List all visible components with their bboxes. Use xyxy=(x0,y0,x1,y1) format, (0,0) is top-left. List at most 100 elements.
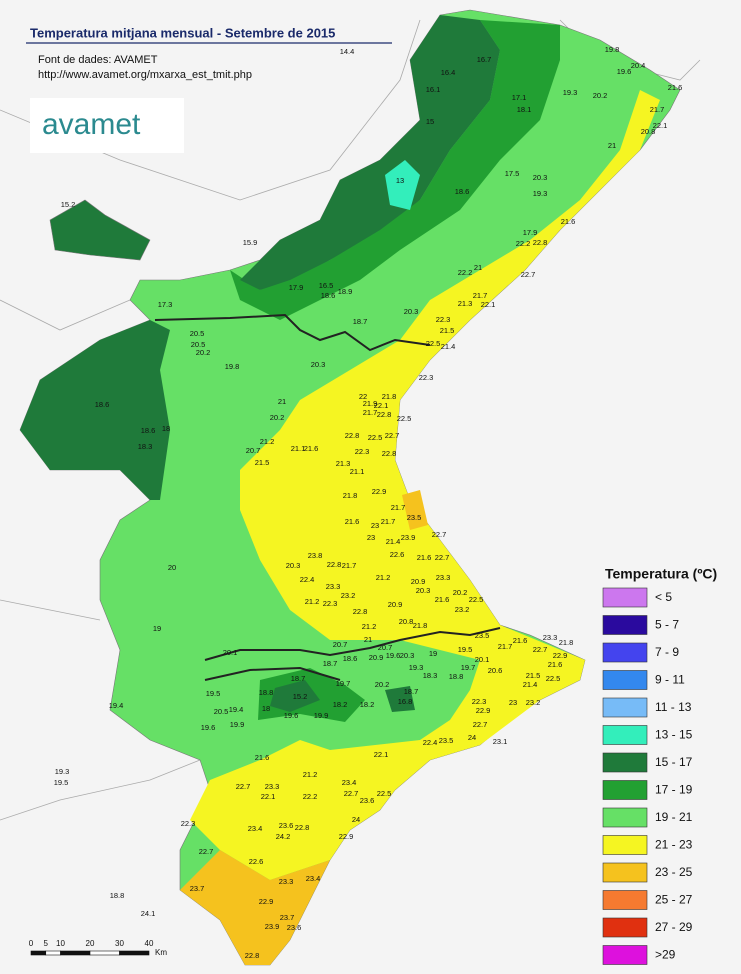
legend-label: 5 - 7 xyxy=(655,618,679,632)
station-value: 20.1 xyxy=(475,655,490,664)
station-value: 20.5 xyxy=(214,707,229,716)
province-borders xyxy=(154,313,501,681)
legend-label: 13 - 15 xyxy=(655,728,693,742)
legend-swatch xyxy=(602,587,648,608)
station-value: 21.2 xyxy=(376,573,391,582)
station-value: 22.3 xyxy=(323,599,338,608)
station-value: 21.6 xyxy=(561,217,576,226)
station-value: 22.5 xyxy=(368,433,383,442)
station-value: 22.9 xyxy=(372,487,387,496)
station-value: 23.3 xyxy=(279,877,294,886)
legend-label: 19 - 21 xyxy=(655,810,693,824)
station-value: 19.7 xyxy=(336,679,351,688)
station-value: 21.6 xyxy=(417,553,432,562)
station-value: 20.2 xyxy=(375,680,390,689)
station-value: 23.8 xyxy=(308,551,323,560)
scale-label: 10 xyxy=(56,939,65,948)
station-value: 21.5 xyxy=(526,671,541,680)
station-value: 22.1 xyxy=(261,792,276,801)
station-value: 23.3 xyxy=(436,573,451,582)
station-value: 21.2 xyxy=(362,622,377,631)
station-value: 19.8 xyxy=(605,45,620,54)
station-value: 21.7 xyxy=(650,105,665,114)
station-value: 18.2 xyxy=(360,700,375,709)
station-value: 22.8 xyxy=(382,449,397,458)
station-value: 20.3 xyxy=(400,651,415,660)
station-value: 19.3 xyxy=(563,88,578,97)
station-value: 22.9 xyxy=(259,897,274,906)
station-value: 21.6 xyxy=(548,660,563,669)
station-value: 22.3 xyxy=(181,819,196,828)
scale-segment xyxy=(89,950,120,956)
station-value: 20.3 xyxy=(286,561,301,570)
station-value: 19.6 xyxy=(201,723,216,732)
station-value: 18.3 xyxy=(423,671,438,680)
station-value: 20.3 xyxy=(311,360,326,369)
station-value: 23.2 xyxy=(455,605,470,614)
station-value: 22.2 xyxy=(516,239,531,248)
station-value: 20.2 xyxy=(593,91,608,100)
station-value: 22.8 xyxy=(345,431,360,440)
station-value: 18.2 xyxy=(333,700,348,709)
station-value: 18.1 xyxy=(517,105,532,114)
station-value: 22.8 xyxy=(377,410,392,419)
station-value: 22.8 xyxy=(327,560,342,569)
station-value: 18.8 xyxy=(449,672,464,681)
station-value: 18.6 xyxy=(95,400,110,409)
legend-label: 25 - 27 xyxy=(655,893,693,907)
station-value: 23.3 xyxy=(265,782,280,791)
station-value: 21.6 xyxy=(255,753,270,762)
legend: < 5 5 - 7 7 - 9 9 - 11 11 - 13 13 - 15 15 - 17… xyxy=(602,587,693,965)
station-value: 22.7 xyxy=(385,431,400,440)
station-value: 21.4 xyxy=(441,342,456,351)
station-value: 20.5 xyxy=(191,340,206,349)
station-value: 20.2 xyxy=(196,348,211,357)
station-value: 23.6 xyxy=(360,796,375,805)
station-value: 23.3 xyxy=(326,582,341,591)
station-value: 22.9 xyxy=(339,832,354,841)
station-value: 23.2 xyxy=(341,591,356,600)
legend-swatch xyxy=(602,862,648,883)
station-value: 22.5 xyxy=(397,414,412,423)
scale-label: 5 xyxy=(44,939,49,948)
legend-label: 23 - 25 xyxy=(655,865,693,879)
legend-swatch xyxy=(602,835,648,855)
legend-swatch xyxy=(602,945,648,965)
station-value: 21.7 xyxy=(363,408,378,417)
scale-label: 40 xyxy=(145,939,154,948)
title: Temperatura mitjana mensual - Setembre d… xyxy=(30,25,335,40)
station-value: 15 xyxy=(426,117,434,126)
legend-swatch xyxy=(602,725,648,745)
station-value: 20.8 xyxy=(641,127,656,136)
station-value: 21.2 xyxy=(260,437,275,446)
station-value: 23.4 xyxy=(342,778,357,787)
station-value: 22.7 xyxy=(521,270,536,279)
station-value: 23.9 xyxy=(265,922,280,931)
station-value: 22.6 xyxy=(249,857,264,866)
legend-label: 17 - 19 xyxy=(655,783,693,797)
station-value: 21 xyxy=(364,635,372,644)
station-value: 19.3 xyxy=(55,767,70,776)
station-value: 18.9 xyxy=(338,287,353,296)
station-value: 22.8 xyxy=(245,951,260,960)
logo: avamet xyxy=(42,108,141,141)
station-value: 17.9 xyxy=(523,228,538,237)
station-value: 21.8 xyxy=(559,638,574,647)
station-value: 21.2 xyxy=(305,597,320,606)
station-value: 22.7 xyxy=(236,782,251,791)
station-value: 19.9 xyxy=(314,711,329,720)
station-value: 16.8 xyxy=(398,697,413,706)
station-value: 22.3 xyxy=(472,697,487,706)
station-value: 20.7 xyxy=(333,640,348,649)
station-value: 15.9 xyxy=(243,238,258,247)
station-value: 19.5 xyxy=(206,689,221,698)
station-value: 21.7 xyxy=(391,503,406,512)
station-value: 20.3 xyxy=(416,586,431,595)
station-value: 17.1 xyxy=(512,93,527,102)
station-value: 18.8 xyxy=(259,688,274,697)
scale-segment xyxy=(45,950,61,956)
station-value: 21.5 xyxy=(440,326,455,335)
station-value: 19.6 xyxy=(284,711,299,720)
station-value: 22.1 xyxy=(374,750,389,759)
